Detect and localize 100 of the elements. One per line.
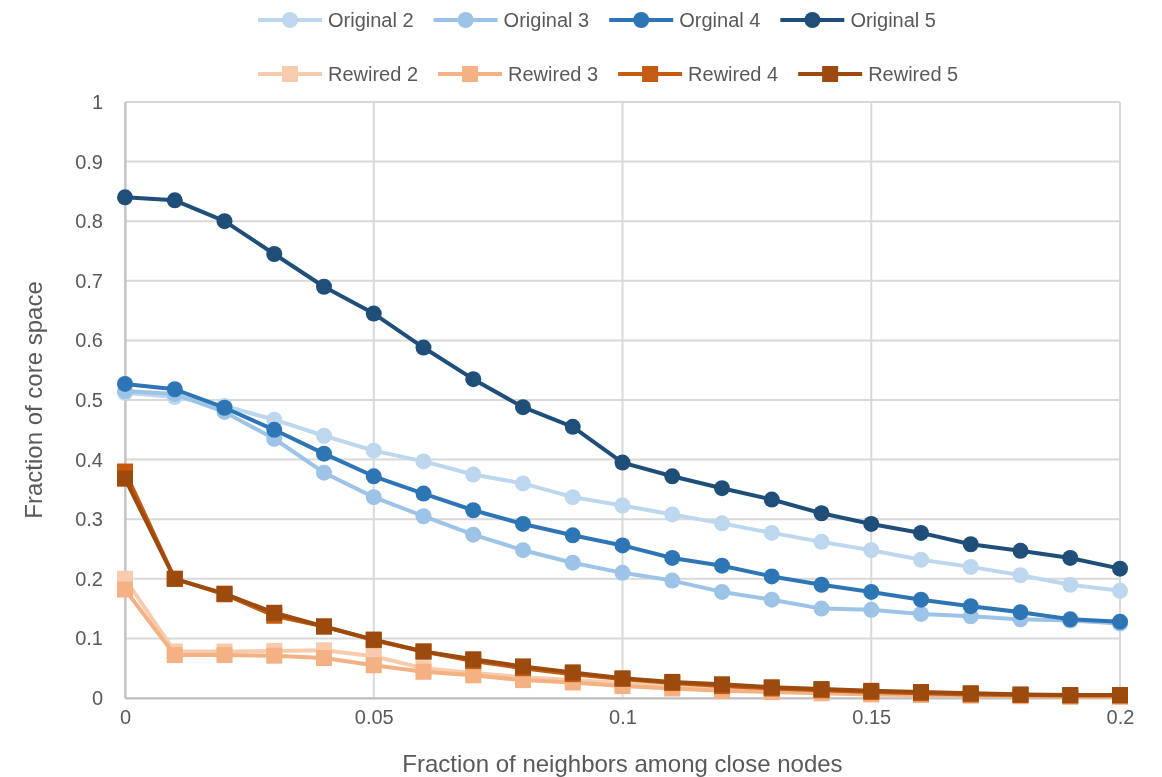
point	[316, 650, 332, 667]
point	[962, 558, 979, 575]
point	[962, 536, 979, 553]
point	[166, 381, 183, 398]
point	[415, 485, 432, 502]
point	[515, 515, 531, 532]
y-tick-label: 0.2	[75, 567, 103, 590]
point	[1012, 604, 1029, 621]
legend-label: Original 2	[328, 9, 414, 31]
point	[1112, 582, 1128, 599]
point	[465, 371, 482, 388]
point	[714, 515, 730, 532]
point	[1112, 560, 1128, 577]
point	[614, 564, 631, 581]
y-tick-label: 0.1	[75, 627, 103, 650]
point	[664, 549, 681, 566]
y-tick-label: 0.8	[75, 210, 103, 233]
point	[1062, 549, 1079, 566]
y-tick-label: 0.4	[75, 448, 103, 471]
point	[664, 506, 681, 523]
point	[266, 647, 283, 664]
point	[962, 598, 979, 615]
point	[813, 533, 830, 550]
point	[614, 454, 631, 471]
y-axis-title: Fraction of core space	[20, 281, 47, 519]
point	[863, 515, 880, 532]
point	[365, 442, 382, 459]
legend-label: Original 3	[503, 9, 590, 31]
point	[117, 375, 133, 392]
point	[117, 470, 133, 487]
point	[415, 508, 432, 525]
legend-label: Rewired 3	[508, 63, 599, 85]
point	[863, 583, 880, 600]
point	[913, 524, 929, 541]
point	[564, 489, 581, 506]
point	[714, 583, 730, 600]
point	[216, 647, 233, 664]
point	[1062, 576, 1079, 593]
point	[763, 524, 780, 541]
legend-label: Rewired 4	[688, 63, 779, 85]
point	[316, 427, 332, 444]
point	[614, 537, 631, 554]
point	[515, 542, 531, 559]
point	[166, 192, 183, 209]
y-tick-label: 1	[91, 90, 103, 113]
y-tick-label: 0.7	[75, 269, 103, 292]
point	[863, 601, 880, 618]
point	[415, 453, 432, 470]
point	[365, 468, 382, 485]
point	[913, 591, 929, 608]
point	[316, 278, 332, 295]
point	[465, 526, 482, 543]
point	[763, 591, 780, 608]
legend-label: Rewired 5	[868, 63, 959, 85]
x-tick-label: 0.2	[1106, 706, 1135, 729]
point	[664, 572, 681, 589]
point	[465, 466, 482, 483]
legend-label: Rewired 2	[328, 63, 419, 85]
point	[117, 189, 133, 206]
point	[564, 527, 581, 544]
point	[863, 542, 880, 559]
point	[515, 399, 531, 416]
y-tick-label: 0.3	[75, 508, 103, 531]
x-tick-label: 0.05	[354, 706, 394, 729]
point	[813, 576, 830, 593]
point	[465, 502, 482, 519]
point	[365, 489, 382, 506]
y-tick-label: 0.6	[75, 329, 103, 352]
point	[564, 418, 581, 435]
point	[564, 554, 581, 571]
point	[365, 305, 382, 322]
point	[913, 605, 929, 622]
point	[515, 475, 531, 492]
point	[316, 445, 332, 462]
point	[316, 464, 332, 481]
point	[365, 657, 382, 674]
point	[266, 421, 283, 438]
point	[1012, 542, 1029, 559]
y-tick-label: 0.5	[75, 388, 103, 411]
point	[117, 581, 133, 598]
point	[266, 245, 283, 262]
point	[614, 497, 631, 514]
legend-label: Orginal 4	[679, 9, 761, 31]
point	[216, 213, 233, 230]
point	[664, 468, 681, 485]
point	[813, 505, 830, 522]
point	[813, 600, 830, 617]
x-tick-label: 0.1	[609, 706, 637, 729]
x-tick-label: 0	[119, 706, 132, 729]
y-tick-label: 0.9	[75, 150, 103, 173]
point	[1012, 567, 1029, 584]
point	[415, 339, 432, 356]
x-axis-title: Fraction of neighbors among close nodes	[402, 750, 843, 777]
point	[913, 551, 929, 568]
point	[714, 480, 730, 497]
legend-label: Original 5	[850, 9, 936, 31]
y-tick-label: 0	[91, 686, 103, 709]
point	[166, 647, 183, 664]
x-tick-label: 0.15	[852, 706, 892, 729]
point	[763, 491, 780, 508]
